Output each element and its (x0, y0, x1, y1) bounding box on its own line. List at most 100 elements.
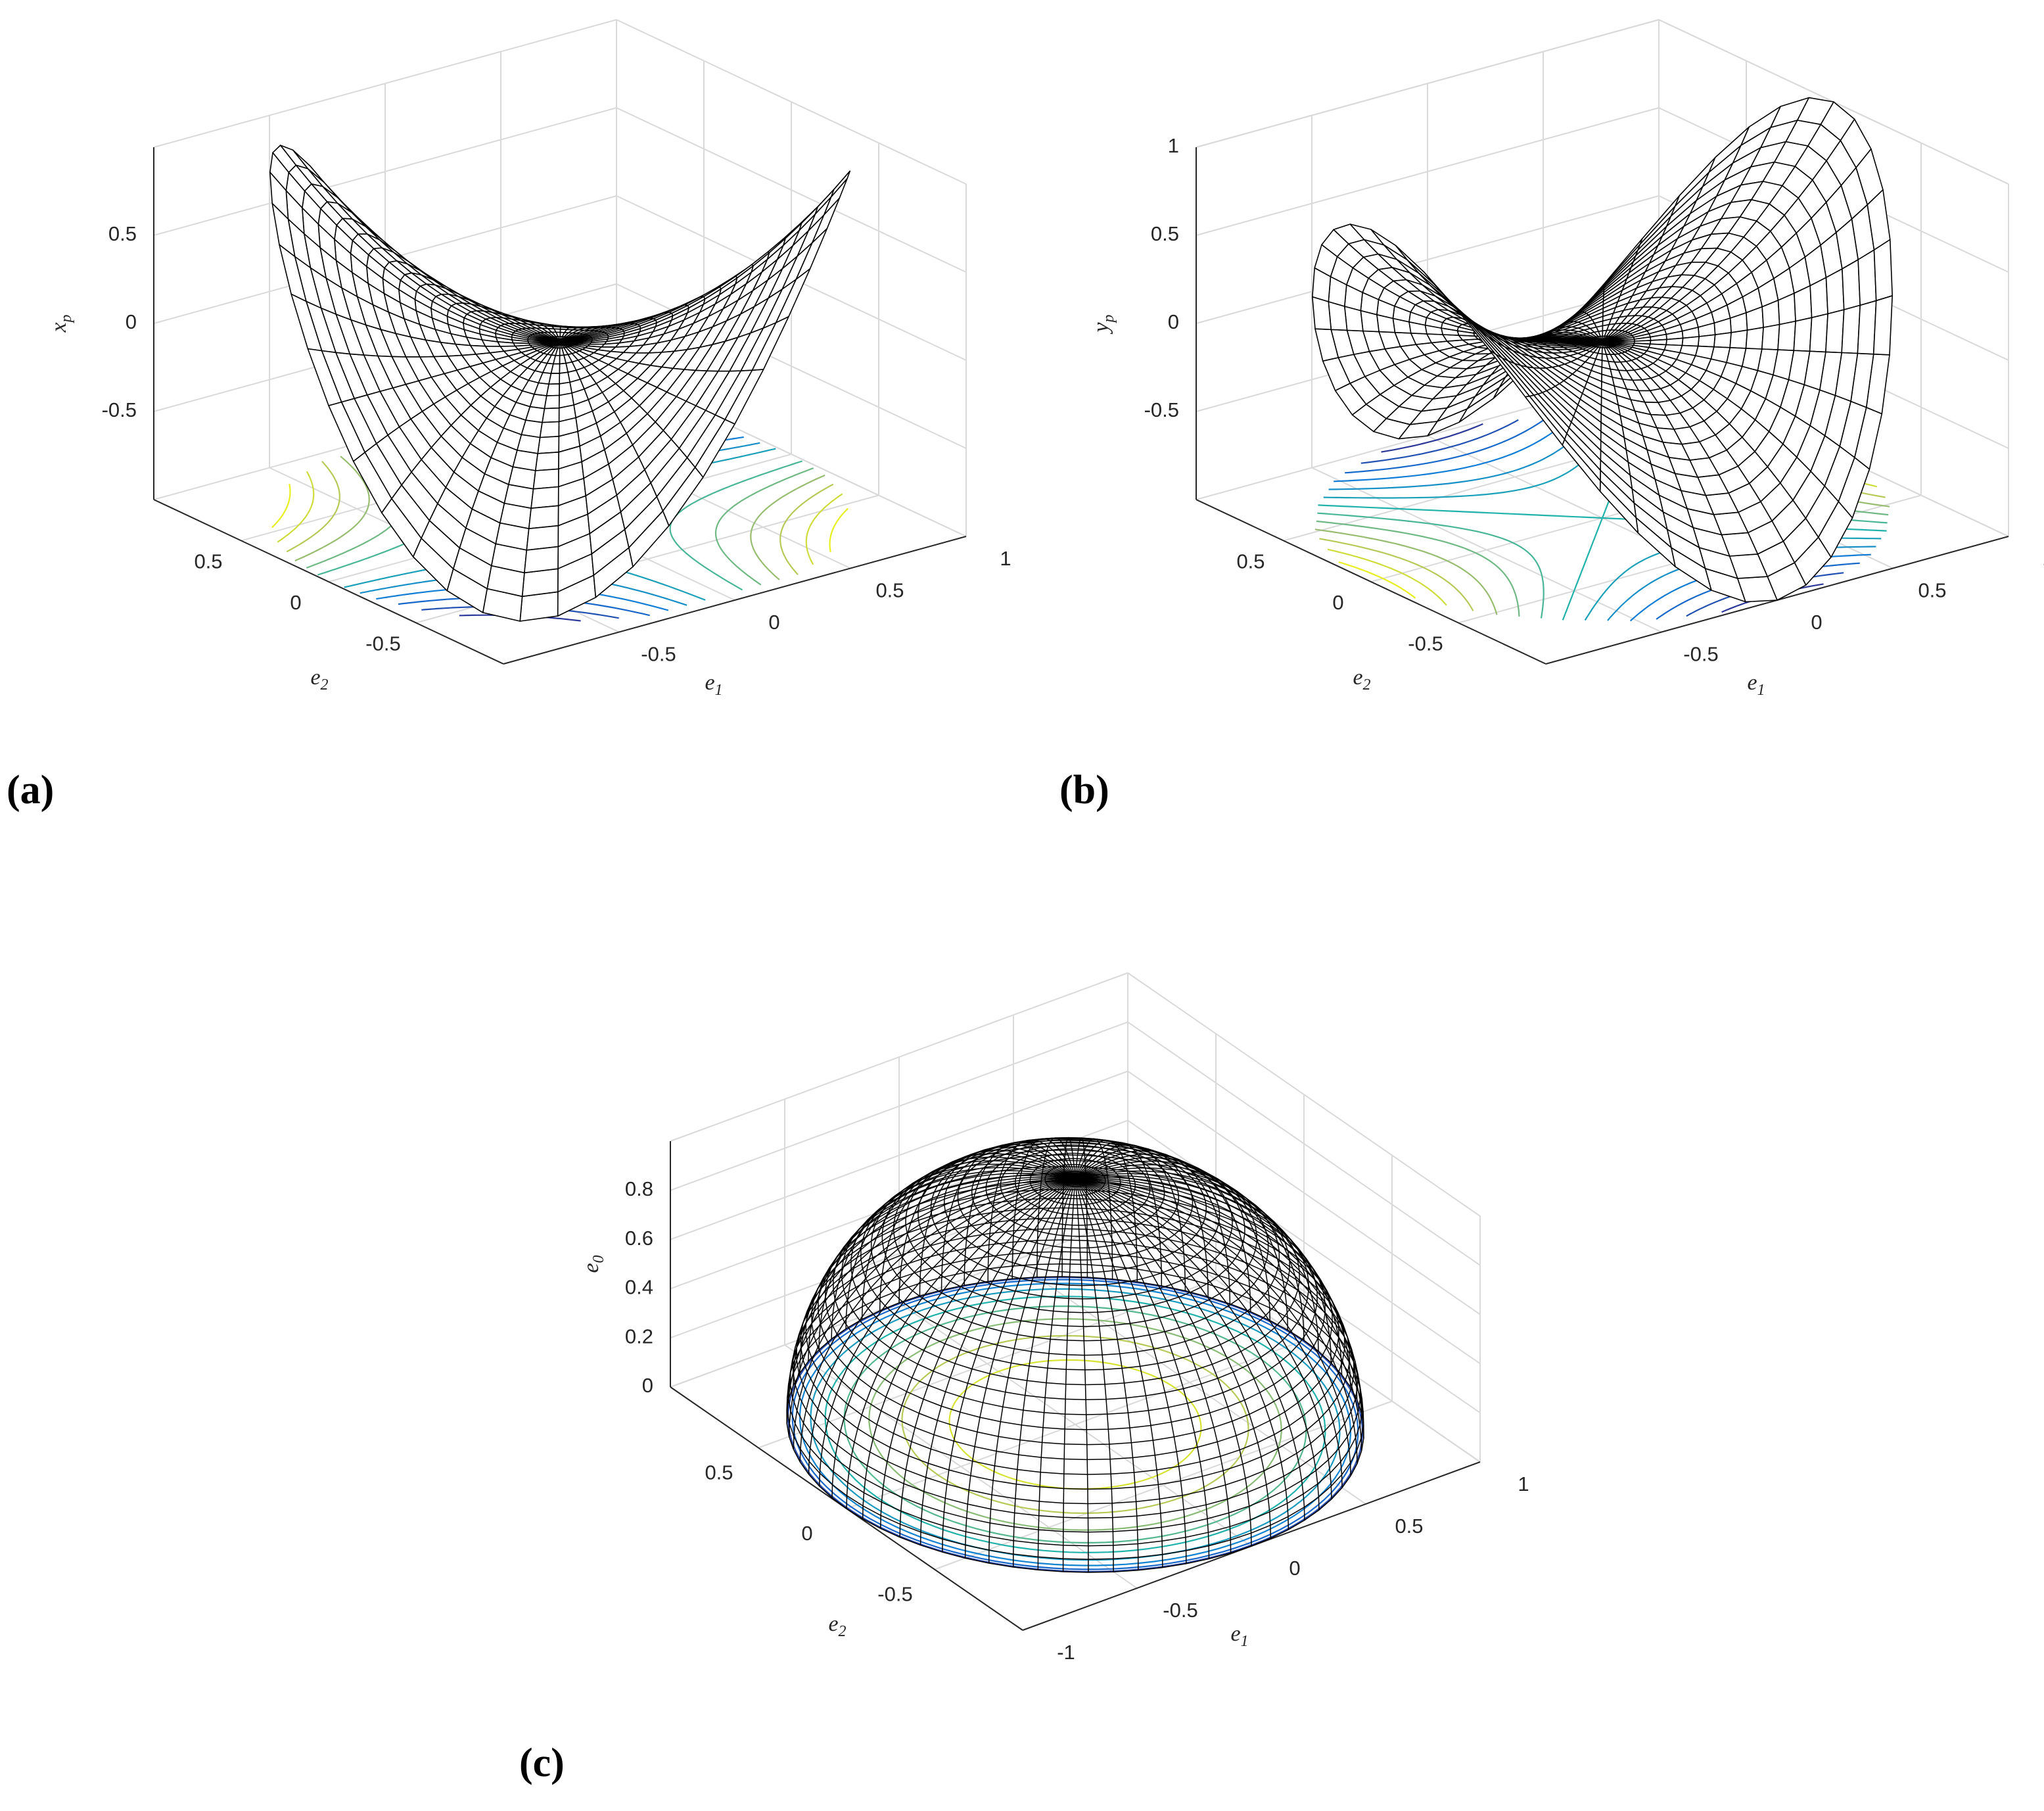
z-axis-label: e0 (579, 1255, 607, 1273)
x-tick-label: 0 (768, 611, 779, 634)
mesh-meridian (964, 1178, 1076, 1559)
mesh-meridian (818, 1178, 1076, 1486)
x-tick-label: 0 (1811, 611, 1822, 634)
contour-line (901, 1334, 1249, 1514)
x-axis-label: e1 (705, 670, 722, 699)
mesh-meridian (1075, 1177, 1358, 1400)
x-tick-label: 0.5 (1918, 579, 1946, 602)
contour-line (714, 467, 814, 586)
contour-line (805, 493, 843, 565)
mesh-meridian (799, 1178, 1076, 1463)
mesh-cell (534, 451, 560, 471)
y-axis-label: e2 (1353, 665, 1370, 694)
contour-line (1314, 529, 1498, 615)
x-axis-label: e1 (1747, 670, 1765, 699)
mesh-meridian (1075, 1157, 1270, 1321)
x-tick-label: 0 (1289, 1557, 1300, 1580)
y-tick-label: 0 (801, 1522, 812, 1545)
y-axis-label-sub: 2 (1363, 676, 1371, 694)
contour-line (799, 1282, 1352, 1566)
contour-line (750, 474, 825, 580)
mesh-meridian (1012, 1178, 1076, 1568)
mesh-meridian (880, 1178, 1076, 1529)
mesh-meridian (1075, 1178, 1252, 1547)
mesh-meridian (1075, 1178, 1351, 1476)
x-tick-label: -0.5 (1683, 643, 1718, 666)
y-tick-label: -0.5 (365, 632, 400, 655)
mesh-cell (1825, 268, 1845, 315)
contour-line (1338, 561, 1416, 599)
contour-line (779, 483, 834, 575)
y-axis-label-base: e (1353, 665, 1362, 690)
x-tick-label: -0.5 (1163, 1599, 1197, 1622)
y-tick-label: 0.5 (1236, 550, 1265, 573)
x-axis-label-sub: 1 (1757, 682, 1765, 699)
mesh-meridian (1075, 1178, 1232, 1553)
y-tick-label: 0.5 (194, 550, 222, 573)
mesh-cell (1857, 249, 1877, 306)
mesh-meridian (793, 1178, 1076, 1449)
mesh-cell (1793, 317, 1813, 352)
mesh-meridian (846, 1178, 1076, 1509)
x-tick-label: 0.5 (875, 579, 904, 602)
x-axis-label-sub: 1 (715, 682, 723, 699)
y-axis-label-base: e (310, 665, 320, 690)
mesh-cell (530, 486, 559, 509)
contour-line (286, 461, 340, 553)
mesh-cell (1841, 304, 1861, 354)
z-axis-label: yp (1089, 314, 1117, 334)
grid-line (846, 1340, 1305, 1509)
z-tick-label: 0.4 (625, 1276, 653, 1299)
mesh-meridian (1075, 1164, 1305, 1341)
y-axis (1196, 499, 1546, 665)
mesh-meridian (1075, 1138, 1113, 1279)
contour-line (843, 1305, 1307, 1543)
mesh-meridian (1075, 1160, 1289, 1330)
mesh-cell (1745, 327, 1764, 350)
mesh-meridian (788, 1178, 1076, 1437)
z-tick-label: 0 (126, 310, 137, 333)
panel-label: (c) (519, 1741, 565, 1785)
x-tick-label: 1 (1518, 1472, 1529, 1495)
mesh-meridian (1075, 1178, 1343, 1488)
mesh-meridian (919, 1178, 1076, 1545)
mesh-cell (559, 362, 569, 374)
mesh-cell (528, 505, 559, 530)
mesh-meridian (799, 1173, 1076, 1373)
z-axis-label-base: x (47, 322, 71, 333)
mesh-meridian (1075, 1170, 1332, 1363)
mesh-cell (1872, 294, 1893, 356)
x-axis-label-base: e (1230, 1622, 1240, 1646)
mesh-meridian (1075, 1178, 1362, 1451)
contour-line (1381, 423, 1483, 453)
mesh-cell (1809, 313, 1828, 353)
contour-line (1334, 414, 1575, 482)
mesh-meridian (808, 1170, 1076, 1361)
mesh-meridian (1075, 1173, 1343, 1375)
mesh-meridian (1075, 1178, 1210, 1559)
mesh-meridian (1062, 1178, 1076, 1572)
mesh-meridian (988, 1178, 1076, 1564)
mesh-cell (542, 407, 560, 423)
mesh-meridian (831, 1178, 1076, 1498)
z-axis-label-sub: 0 (590, 1255, 607, 1263)
z-axis-label-base: e (579, 1263, 603, 1273)
z-tick-label: 0.5 (1151, 222, 1179, 245)
mesh-meridian (1075, 1175, 1351, 1388)
mesh-meridian (879, 1153, 1076, 1311)
z-tick-label: 0 (1168, 310, 1179, 333)
mesh-meridian (1075, 1139, 1138, 1282)
contour-line (277, 471, 315, 543)
mesh-meridian (1075, 1178, 1364, 1438)
panel-label: (a) (7, 768, 54, 812)
contour-line (1316, 520, 1520, 617)
y-tick-label: 0.5 (705, 1461, 733, 1484)
x-tick-label: 0.5 (1395, 1515, 1423, 1538)
mesh-meridian (786, 1177, 1076, 1411)
z-axis-label-sub: p (58, 314, 75, 323)
contour-line (1318, 504, 1604, 621)
y-axis-label-base: e (828, 1612, 838, 1636)
y-tick-label: 0 (1332, 591, 1343, 614)
mesh-meridian (1075, 1177, 1362, 1413)
